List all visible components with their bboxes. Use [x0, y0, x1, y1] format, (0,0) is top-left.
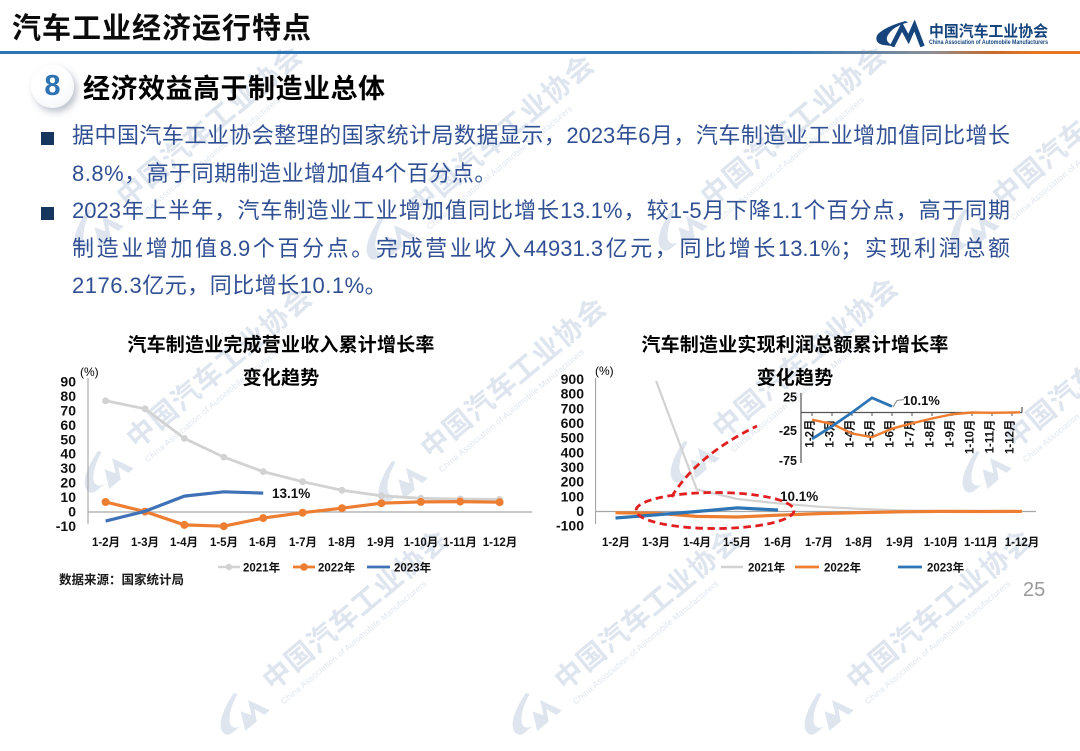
- svg-text:China Association of Automobil: China Association of Automobile Manufact…: [929, 39, 1048, 46]
- svg-text:90: 90: [60, 374, 76, 390]
- svg-text:1-12月: 1-12月: [1005, 536, 1040, 549]
- svg-text:13.1%: 13.1%: [272, 486, 310, 501]
- svg-text:1-9月: 1-9月: [944, 420, 957, 448]
- svg-text:1-12月: 1-12月: [1004, 420, 1017, 455]
- svg-text:500: 500: [561, 430, 585, 446]
- svg-text:2021年: 2021年: [748, 561, 786, 575]
- svg-text:1-11月: 1-11月: [984, 420, 997, 454]
- svg-text:1-6月: 1-6月: [764, 536, 792, 549]
- svg-text:70: 70: [60, 402, 76, 418]
- svg-text:2022年: 2022年: [318, 561, 356, 575]
- svg-text:600: 600: [561, 415, 585, 431]
- svg-text:100: 100: [561, 488, 585, 504]
- svg-text:1-5月: 1-5月: [864, 420, 877, 448]
- svg-text:1-7月: 1-7月: [289, 536, 317, 549]
- svg-text:1-4月: 1-4月: [170, 536, 198, 549]
- svg-text:(%): (%): [595, 364, 614, 378]
- svg-text:2021年: 2021年: [243, 561, 281, 575]
- svg-text:1-2月: 1-2月: [602, 536, 630, 549]
- svg-text:1-12月: 1-12月: [483, 536, 518, 549]
- svg-text:1-2月: 1-2月: [804, 420, 817, 448]
- svg-text:2022年: 2022年: [824, 561, 862, 575]
- svg-text:400: 400: [561, 444, 585, 460]
- svg-text:-100: -100: [556, 518, 584, 534]
- svg-text:10: 10: [60, 489, 76, 505]
- svg-text:1-11月: 1-11月: [443, 536, 477, 549]
- svg-text:1-8月: 1-8月: [328, 536, 356, 549]
- svg-text:1-10月: 1-10月: [924, 536, 959, 549]
- svg-text:1-5月: 1-5月: [210, 536, 238, 549]
- svg-text:2023年: 2023年: [927, 561, 965, 575]
- svg-text:1-3月: 1-3月: [642, 536, 670, 549]
- svg-text:200: 200: [561, 474, 585, 490]
- svg-text:800: 800: [561, 386, 585, 402]
- svg-text:900: 900: [561, 371, 585, 387]
- svg-text:80: 80: [60, 388, 76, 404]
- svg-text:10.1%: 10.1%: [780, 489, 818, 504]
- svg-text:中国汽车工业协会: 中国汽车工业协会: [929, 22, 1048, 41]
- svg-text:25: 25: [783, 391, 797, 405]
- svg-text:1-2月: 1-2月: [92, 536, 120, 549]
- svg-text:1-10月: 1-10月: [404, 536, 439, 549]
- svg-text:-75: -75: [779, 454, 797, 468]
- svg-text:0: 0: [68, 504, 76, 520]
- svg-text:-10: -10: [56, 518, 76, 534]
- svg-text:(%): (%): [80, 365, 99, 379]
- svg-text:1-6月: 1-6月: [884, 420, 897, 448]
- svg-text:1-6月: 1-6月: [249, 536, 277, 549]
- svg-text:700: 700: [561, 400, 585, 416]
- svg-text:1-7月: 1-7月: [904, 420, 917, 448]
- svg-text:1-9月: 1-9月: [367, 536, 395, 549]
- svg-text:60: 60: [60, 417, 76, 433]
- svg-text:30: 30: [60, 460, 76, 476]
- svg-text:1-3月: 1-3月: [131, 536, 159, 549]
- svg-text:300: 300: [561, 459, 585, 475]
- svg-text:-25: -25: [779, 424, 797, 438]
- svg-text:50: 50: [60, 431, 76, 447]
- svg-text:20: 20: [60, 475, 76, 491]
- svg-text:1-4月: 1-4月: [683, 536, 711, 549]
- svg-text:1-7月: 1-7月: [805, 536, 833, 549]
- svg-text:1-11月: 1-11月: [964, 536, 998, 549]
- svg-text:10.1%: 10.1%: [903, 393, 940, 408]
- svg-text:40: 40: [60, 446, 76, 462]
- svg-text:1-5月: 1-5月: [723, 536, 751, 549]
- svg-text:1-9月: 1-9月: [886, 536, 914, 549]
- svg-text:1-10月: 1-10月: [964, 420, 977, 455]
- svg-text:1-8月: 1-8月: [924, 420, 937, 448]
- svg-text:2023年: 2023年: [394, 561, 432, 575]
- svg-text:1-8月: 1-8月: [845, 536, 873, 549]
- svg-text:0: 0: [576, 503, 584, 519]
